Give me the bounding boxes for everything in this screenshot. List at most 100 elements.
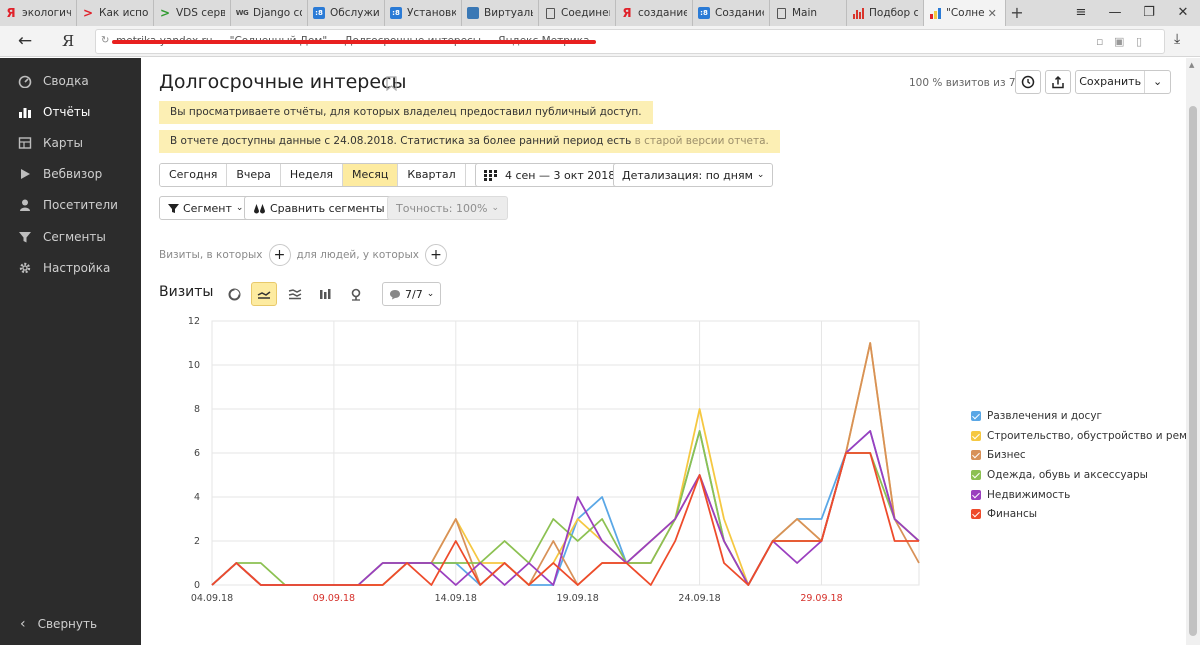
tab-label: Соединен: [561, 7, 610, 19]
lock-icon[interactable]: ▣: [1114, 35, 1125, 48]
sidebar-item-label: Сводка: [43, 74, 89, 88]
period-month[interactable]: Месяц: [341, 164, 398, 186]
line-chart-button[interactable]: [251, 282, 277, 306]
gear-icon: [17, 260, 33, 276]
browser-tab[interactable]: :8 Создание: [693, 0, 770, 26]
yandex-logo[interactable]: Я: [62, 32, 75, 50]
date-range-label: 4 сен — 3 окт 2018: [505, 168, 616, 182]
browser-tab[interactable]: Виртуальн: [462, 0, 539, 26]
bar-chart-button[interactable]: [312, 282, 338, 306]
legend-checkbox[interactable]: [971, 430, 981, 441]
browser-tab[interactable]: Я экологиче: [0, 0, 77, 26]
detail-dropdown[interactable]: Детализация: по дням ⌄: [613, 163, 774, 187]
sidebar-item-label: Отчёты: [43, 105, 91, 119]
browser-tab[interactable]: :8 Обслужив: [308, 0, 385, 26]
browser-tab[interactable]: Подбор сл: [847, 0, 924, 26]
sidebar-item-reports[interactable]: Отчёты: [0, 98, 141, 126]
user-icon: [17, 197, 33, 213]
browser-tab[interactable]: Соединен: [539, 0, 616, 26]
y-tick-label: 10: [188, 360, 200, 371]
legend-item[interactable]: Бизнес: [971, 445, 1200, 465]
legend-checkbox[interactable]: [971, 509, 981, 520]
sidebar-item-summary[interactable]: Сводка: [0, 67, 141, 95]
chart-panel-title: Визиты: [159, 284, 214, 300]
scrollbar-thumb[interactable]: [1189, 106, 1197, 636]
browser-tab[interactable]: > Как испол: [77, 0, 154, 26]
add-visit-filter-button[interactable]: +: [268, 244, 291, 266]
period-yesterday[interactable]: Вчера: [226, 164, 280, 186]
browser-tab[interactable]: :8 Установка: [385, 0, 462, 26]
scroll-up-icon[interactable]: ▲: [1189, 61, 1195, 69]
back-button[interactable]: ←: [17, 31, 33, 51]
date-range-picker[interactable]: 4 сен — 3 окт 2018: [475, 163, 625, 187]
browser-tab[interactable]: WG Django со: [231, 0, 308, 26]
tab-label: Подбор сл: [869, 7, 918, 19]
menu-icon[interactable]: ≡: [1075, 5, 1087, 20]
sidebar-item-webvisor[interactable]: Вебвизор: [0, 160, 141, 188]
segment-label: Сегмент: [183, 201, 232, 215]
sidebar-item-settings[interactable]: Настройка: [0, 254, 141, 282]
stacked-area-icon: [288, 289, 302, 300]
minimize-button[interactable]: —: [1108, 5, 1122, 20]
url-field[interactable]: ↻ metrika.yandex.ru — "Солнечный Дом" — …: [95, 29, 1165, 54]
accuracy-dropdown[interactable]: Точность: 100% ⌄: [387, 196, 509, 220]
tab-label: Django со: [253, 7, 302, 19]
sidebar-item-label: Карты: [43, 136, 83, 150]
annotations-dropdown[interactable]: 7/7 ⌄: [382, 282, 442, 306]
export-icon: [1052, 75, 1064, 89]
browser-tab-active[interactable]: "Солне ✕: [924, 0, 1006, 26]
tab-label: "Солне: [946, 7, 985, 19]
export-button[interactable]: [1045, 70, 1071, 94]
history-button[interactable]: [1015, 70, 1041, 94]
chat-icon[interactable]: ▫: [1096, 35, 1104, 48]
sidebar-item-maps[interactable]: Карты: [0, 129, 141, 157]
legend-label: Одежда, обувь и аксессуары: [987, 468, 1148, 481]
legend-item[interactable]: Недвижимость: [971, 485, 1200, 505]
line-chart-icon: [257, 291, 271, 299]
chevron-down-icon[interactable]: ⌄: [1153, 75, 1163, 88]
calendar-icon: [484, 169, 497, 181]
chart-legend: Развлечения и досуг Строительство, обустр…: [971, 406, 1200, 524]
page-scrollbar[interactable]: ▲: [1186, 58, 1200, 645]
legend-item[interactable]: Одежда, обувь и аксессуары: [971, 465, 1200, 485]
close-icon[interactable]: ✕: [987, 6, 997, 20]
browser-tab[interactable]: Я создание: [616, 0, 693, 26]
restore-button[interactable]: ❐: [1143, 5, 1155, 20]
legend-item[interactable]: Развлечения и досуг: [971, 406, 1200, 426]
legend-item[interactable]: Строительство, обустройство и ремонт: [971, 426, 1200, 446]
sidebar-item-label: Настройка: [43, 261, 111, 275]
tab-label: Виртуальн: [484, 7, 533, 19]
legend-item[interactable]: Финансы: [971, 504, 1200, 524]
sidebar-item-visitors[interactable]: Посетители: [0, 191, 141, 219]
legend-checkbox[interactable]: [971, 410, 981, 421]
bookmark-icon[interactable]: [386, 76, 397, 91]
sidebar-item-label: Посетители: [43, 198, 118, 212]
pie-chart-button[interactable]: [221, 282, 247, 306]
compare-icon: [254, 203, 265, 213]
new-tab-button[interactable]: +: [1010, 3, 1024, 22]
browser-tab[interactable]: Main: [770, 0, 847, 26]
segment-dropdown[interactable]: Сегмент ⌄: [159, 196, 253, 220]
reload-icon[interactable]: ↻: [101, 35, 110, 46]
legend-checkbox[interactable]: [971, 469, 981, 480]
area-chart-button[interactable]: [282, 282, 308, 306]
add-people-filter-button[interactable]: +: [424, 244, 447, 266]
bookmark-icon[interactable]: ▯: [1136, 35, 1143, 48]
save-button[interactable]: Сохранить ⌄: [1075, 70, 1171, 94]
sidebar-item-segments[interactable]: Сегменты: [0, 223, 141, 251]
collapse-sidebar-button[interactable]: ‹ Свернуть: [0, 610, 141, 638]
period-week[interactable]: Неделя: [279, 164, 342, 186]
browser-tab[interactable]: > VDS серве: [154, 0, 231, 26]
period-today[interactable]: Сегодня: [160, 164, 227, 186]
period-quarter[interactable]: Квартал: [397, 164, 465, 186]
x-tick-label: 24.09.18: [678, 593, 720, 604]
jetbrains-icon: :8: [313, 7, 325, 19]
legend-checkbox[interactable]: [971, 489, 981, 500]
close-window-button[interactable]: ✕: [1177, 5, 1189, 20]
filter-row: Визиты, в которых + для людей, у которых…: [159, 243, 453, 267]
yandex-icon: Я: [6, 6, 16, 20]
old-version-link[interactable]: в старой версии отчета.: [634, 135, 769, 147]
legend-checkbox[interactable]: [971, 450, 981, 461]
download-icon[interactable]: ⤓: [1174, 31, 1181, 47]
map-chart-button[interactable]: [343, 282, 369, 306]
